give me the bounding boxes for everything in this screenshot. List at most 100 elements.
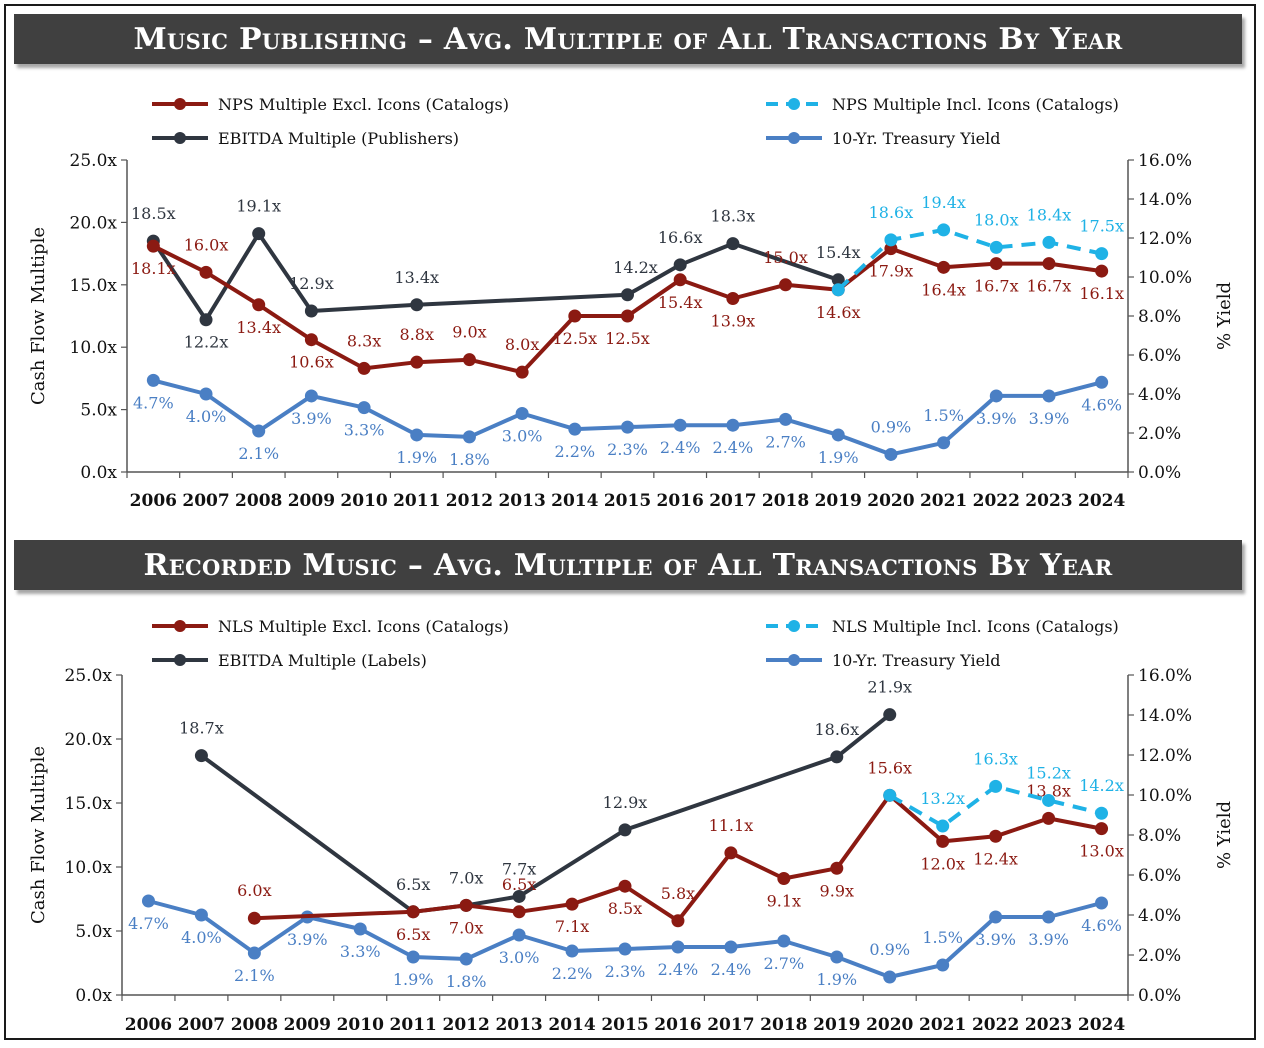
x-tick-label: 2010 [340, 491, 387, 511]
point-excl-2015 [621, 309, 634, 323]
y-left-tick-label: 0.0x [75, 986, 112, 1006]
x-tick-label: 2021 [919, 1015, 966, 1035]
point-incl-2024 [1095, 247, 1109, 261]
data-label-excl-2013: 6.5x [502, 875, 536, 894]
point-treasury-2024 [1095, 896, 1109, 910]
point-excl-2007 [199, 265, 213, 279]
point-excl-2024 [1095, 822, 1109, 836]
legend-label-treasury: 10-Yr. Treasury Yield [832, 651, 1000, 670]
x-tick-label: 2015 [604, 491, 651, 511]
y-left-tick-label: 20.0x [70, 213, 118, 233]
point-excl-2022 [989, 829, 1003, 843]
data-label-treasury-2011: 1.9% [393, 970, 434, 989]
point-treasury-2015 [621, 420, 634, 434]
data-label-incl-2022: 16.3x [973, 749, 1018, 768]
x-tick-label: 2010 [337, 1015, 384, 1035]
point-treasury-2022 [989, 910, 1003, 924]
data-label-excl-2019: 9.9x [820, 881, 854, 900]
point-treasury-2011 [406, 950, 420, 964]
data-label-ebitda-2016: 16.6x [658, 228, 703, 247]
x-tick-label: 2011 [393, 491, 440, 511]
data-label-excl-2006: 18.1x [131, 259, 176, 278]
point-excl-2008 [247, 911, 261, 925]
data-label-excl-2020: 17.9x [869, 262, 914, 281]
point-treasury-2017 [726, 418, 740, 432]
point-excl-2018 [779, 278, 793, 292]
legend-label-excl: NLS Multiple Excl. Icons (Catalogs) [218, 617, 509, 636]
data-label-excl-2017: 13.9x [711, 312, 756, 331]
x-tick-label: 2009 [288, 491, 335, 511]
y-left-tick-label: 0.0x [80, 463, 117, 483]
data-label-treasury-2020: 0.9% [871, 417, 912, 436]
data-label-ebitda-2019: 18.6x [814, 720, 859, 739]
data-label-treasury-2021: 1.5% [922, 928, 963, 947]
data-label-treasury-2017: 2.4% [713, 438, 754, 457]
data-label-ebitda-2015: 14.2x [613, 258, 658, 277]
x-tick-label: 2024 [1078, 491, 1125, 511]
data-label-ebitda-2011: 13.4x [394, 268, 439, 287]
data-label-incl-2023: 15.2x [1026, 763, 1071, 782]
point-ebitda-2009 [304, 304, 318, 318]
point-treasury-2009 [304, 389, 318, 403]
x-tick-label: 2019 [813, 1015, 860, 1035]
point-treasury-2006 [141, 894, 155, 908]
data-label-incl-2023: 18.4x [1027, 205, 1072, 224]
data-label-treasury-2016: 2.4% [660, 438, 701, 457]
point-treasury-2012 [459, 952, 473, 966]
data-label-treasury-2006: 4.7% [133, 393, 174, 412]
data-label-excl-2015: 8.5x [608, 899, 642, 918]
point-ebitda-2019 [830, 750, 844, 764]
point-treasury-2019 [830, 950, 844, 964]
data-label-treasury-2020: 0.9% [869, 940, 910, 959]
x-tick-label: 2017 [707, 1015, 754, 1035]
point-treasury-2011 [410, 428, 424, 442]
x-tick-label: 2012 [442, 1015, 489, 1035]
data-label-treasury-2009: 3.9% [287, 930, 328, 949]
point-ebitda-2016 [673, 258, 687, 272]
point-ebitda-2007 [194, 749, 208, 763]
data-label-ebitda-2013: 7.7x [502, 859, 536, 878]
x-tick-label: 2016 [657, 491, 704, 511]
data-label-incl-2020: 18.6x [869, 203, 914, 222]
x-tick-label: 2013 [495, 1015, 542, 1035]
point-incl-2021 [936, 819, 950, 833]
data-label-excl-2021: 16.4x [921, 280, 966, 299]
y-right-tick-label: 10.0% [1138, 786, 1192, 806]
point-excl-2018 [777, 872, 791, 886]
data-label-treasury-2012: 1.8% [446, 972, 487, 991]
point-treasury-2012 [462, 430, 476, 444]
legend-label-incl: NLS Multiple Incl. Icons (Catalogs) [832, 617, 1119, 636]
data-label-incl-2024: 17.5x [1079, 217, 1124, 236]
data-label-ebitda-2012: 7.0x [449, 868, 483, 887]
y-right-tick-label: 14.0% [1138, 190, 1192, 210]
x-tick-label: 2008 [231, 1015, 278, 1035]
y-right-tick-label: 0.0% [1138, 986, 1181, 1006]
y-right-tick-label: 8.0% [1138, 826, 1181, 846]
point-treasury-2018 [779, 412, 793, 426]
point-ebitda-2015 [621, 288, 634, 302]
data-label-excl-2024: 13.0x [1079, 842, 1124, 861]
data-label-treasury-2017: 2.4% [711, 960, 752, 979]
data-label-treasury-2019: 1.9% [816, 970, 857, 989]
data-label-excl-2024: 16.1x [1079, 284, 1124, 303]
y-right-tick-label: 4.0% [1138, 385, 1181, 405]
data-label-treasury-2014: 2.2% [552, 964, 593, 983]
point-excl-2023 [1042, 257, 1056, 271]
point-treasury-2015 [618, 942, 632, 956]
data-label-treasury-2018: 2.7% [765, 432, 806, 451]
data-label-excl-2013: 8.0x [505, 335, 539, 354]
y-right-tick-label: 12.0% [1138, 746, 1192, 766]
y-right-tick-label: 4.0% [1138, 906, 1181, 926]
point-treasury-2023 [1042, 389, 1056, 403]
point-treasury-2020 [884, 447, 898, 461]
point-excl-2009 [304, 333, 318, 347]
x-tick-label: 2022 [973, 491, 1020, 511]
point-treasury-2022 [989, 389, 1003, 403]
y-left-tick-label: 25.0x [70, 151, 118, 171]
y-left-tick-label: 5.0x [80, 401, 117, 421]
y-right-tick-label: 12.0% [1138, 229, 1192, 249]
point-treasury-2007 [199, 387, 213, 401]
y-left-tick-label: 5.0x [75, 922, 112, 942]
point-excl-2024 [1095, 264, 1109, 278]
banner-recorded: Recorded Music – Avg. Multiple of All Tr… [14, 540, 1242, 590]
